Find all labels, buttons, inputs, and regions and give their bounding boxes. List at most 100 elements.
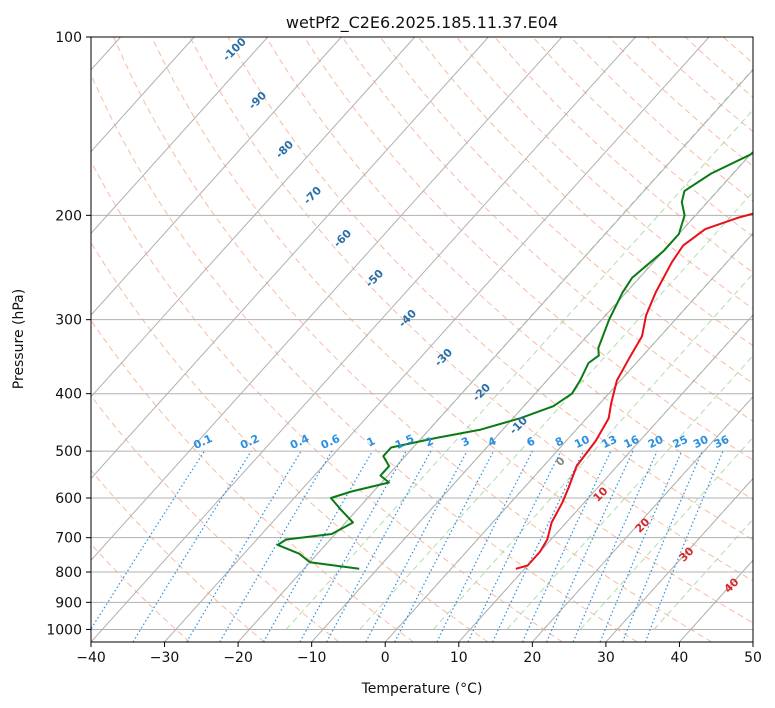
x-tick-label: −30 [150, 650, 180, 666]
mixing-ratio-label: 1 [365, 434, 377, 449]
dry-adiabat [684, 37, 753, 98]
moist-adiabat [580, 436, 753, 630]
y-tick-label: 1000 [46, 622, 82, 638]
dry-adiabat-label: 10 [591, 484, 611, 504]
isotherm [531, 396, 753, 642]
moist-adiabat [653, 518, 753, 630]
mixing-ratio-line [394, 450, 495, 642]
x-tick-label: 0 [381, 650, 390, 666]
mixing-ratio-label: 25 [671, 433, 690, 451]
y-tick-label: 700 [55, 531, 82, 547]
plot-background-lines [91, 37, 753, 642]
dry-adiabat [189, 37, 753, 582]
y-tick-label: 300 [55, 313, 82, 329]
moist-adiabat [396, 232, 753, 630]
dry-adiabat-label: -90 [246, 89, 269, 112]
dry-adiabat [91, 241, 489, 642]
mixing-ratio-line [622, 450, 703, 642]
x-tick-label: 30 [597, 650, 615, 666]
dry-adiabat-label: -20 [470, 381, 493, 404]
mixing-ratio-line [492, 450, 585, 642]
moist-adiabat [543, 395, 753, 630]
sounding-series [276, 151, 753, 570]
isotherm [605, 477, 753, 642]
mixing-ratio-line [572, 450, 658, 642]
moist-adiabat [359, 191, 753, 630]
mixing-ratio-label: 6 [525, 434, 538, 449]
dry-adiabat-label: -10 [507, 414, 530, 437]
mixing-ratio-label: 1.5 [393, 432, 416, 452]
y-axis-label: Pressure (hPa) [11, 289, 27, 389]
mixing-ratio-line [299, 450, 407, 642]
isotherm [311, 150, 753, 642]
dry-adiabat-label: -30 [432, 346, 455, 369]
isotherm [91, 37, 636, 642]
dry-adiabat-label: 0 [553, 454, 568, 469]
mixing-ratio-line [521, 450, 612, 642]
dry-adiabat [456, 37, 753, 310]
sounding-line [515, 212, 753, 570]
mixing-ratio-label: 20 [646, 433, 666, 451]
mixing-ratio-line [436, 450, 533, 642]
sounding-line [276, 151, 753, 570]
moist-adiabat [249, 68, 753, 630]
dry-adiabat [91, 395, 340, 642]
mixing-ratio-line [644, 450, 724, 642]
mixing-ratio-label: 0.4 [288, 432, 311, 452]
dry-adiabat [532, 37, 753, 238]
mixing-ratio-label: 13 [600, 433, 619, 451]
isotherm [91, 37, 269, 235]
dry-adiabat [91, 160, 563, 642]
dry-adiabat-label: -70 [301, 184, 324, 207]
mixing-ratio-label: 8 [553, 434, 565, 449]
isotherm [458, 314, 753, 642]
axes-ticks: −40 −30 −20 −10 0 10 20 30 40 5010020030040050060… [46, 30, 762, 666]
dry-adiabat-label: -100 [220, 35, 249, 64]
y-tick-label: 100 [55, 30, 82, 46]
x-tick-label: 10 [450, 650, 468, 666]
y-tick-label: 800 [55, 565, 82, 581]
mixing-ratio-label: 36 [712, 433, 732, 451]
dry-adiabat [91, 319, 414, 642]
mixing-ratio-line [132, 450, 252, 642]
mixing-ratio-line [326, 450, 432, 642]
mixing-ratio-line [467, 450, 562, 642]
x-tick-label: 50 [744, 650, 762, 666]
isotherm [752, 641, 753, 642]
y-tick-label: 900 [55, 595, 82, 611]
y-tick-label: 600 [55, 491, 82, 507]
dry-adiabat [418, 37, 753, 347]
chart-title: wetPf2_C2E6.2025.185.11.37.E04 [286, 13, 558, 33]
moist-adiabat [285, 109, 753, 630]
mixing-ratio-label: 16 [622, 433, 642, 451]
isotherm [91, 37, 489, 480]
mixing-ratio-label: 2 [423, 434, 435, 449]
x-tick-label: −40 [76, 650, 106, 666]
y-tick-label: 500 [55, 444, 82, 460]
dry-adiabat-label: -80 [273, 138, 296, 161]
plot-frame [90, 36, 754, 643]
moist-adiabat [616, 477, 753, 630]
x-axis-label: Temperature (°C) [361, 681, 483, 697]
dry-adiabat [494, 37, 753, 274]
isotherm [237, 69, 753, 642]
x-tick-label: −10 [297, 650, 327, 666]
mixing-ratio-label: 0.1 [191, 432, 214, 452]
dry-adiabat [91, 543, 191, 642]
x-tick-label: 40 [671, 650, 689, 666]
dry-adiabat [151, 37, 753, 624]
mixing-ratio-line [91, 450, 205, 631]
isotherm [384, 232, 753, 642]
y-tick-label: 400 [55, 387, 82, 403]
x-tick-label: −20 [223, 650, 253, 666]
moist-adiabat [322, 150, 753, 630]
x-tick-label: 20 [523, 650, 541, 666]
mixing-ratio-label: 10 [572, 433, 592, 451]
y-tick-label: 200 [55, 208, 82, 224]
dry-adiabat-label: 20 [633, 515, 653, 535]
isotherm [91, 37, 416, 398]
mixing-ratio-label: 30 [691, 433, 711, 451]
dry-adiabat [91, 469, 265, 642]
dry-adiabat-label: -50 [363, 267, 386, 290]
